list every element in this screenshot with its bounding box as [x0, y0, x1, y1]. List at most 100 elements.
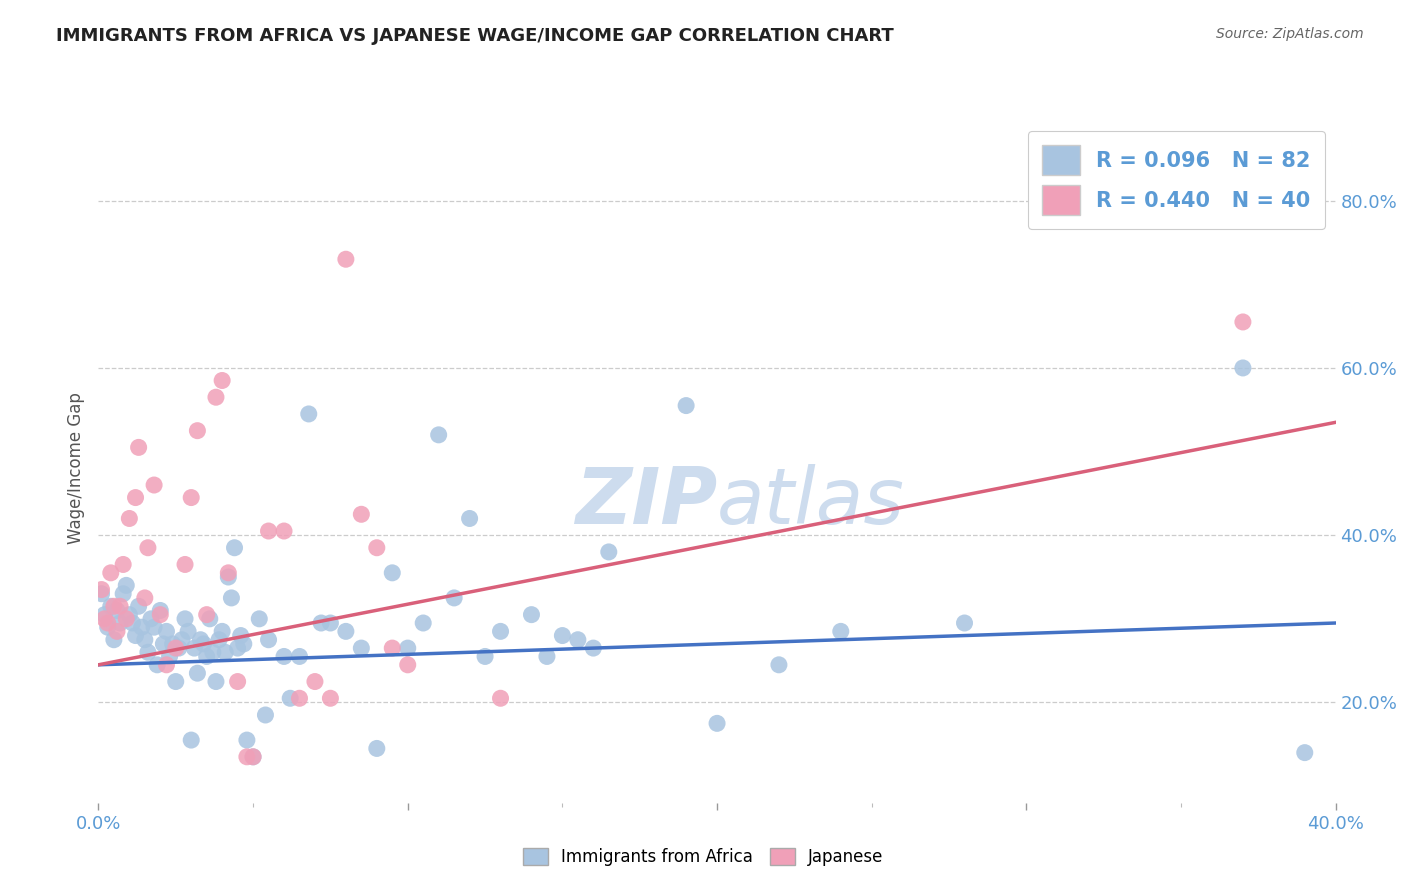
Point: [155, 657, 177, 672]
Point: [247, 612, 270, 626]
Point: [381, 566, 404, 580]
Legend: R = 0.096   N = 82, R = 0.440   N = 40: R = 0.096 N = 82, R = 0.440 N = 40: [1028, 131, 1326, 229]
Point: [675, 399, 697, 413]
Point: [214, 645, 236, 659]
Point: [242, 749, 264, 764]
Point: [474, 649, 496, 664]
Point: [598, 545, 620, 559]
Point: [131, 620, 153, 634]
Point: [149, 603, 172, 617]
Point: [183, 641, 205, 656]
Point: [143, 620, 166, 634]
Point: [149, 607, 172, 622]
Point: [224, 541, 246, 555]
Point: [706, 716, 728, 731]
Point: [242, 749, 264, 764]
Point: [100, 566, 122, 580]
Point: [121, 615, 143, 630]
Point: [115, 578, 138, 592]
Point: [229, 628, 252, 642]
Point: [167, 641, 190, 656]
Point: [217, 566, 239, 580]
Point: [304, 674, 326, 689]
Point: [108, 615, 131, 630]
Y-axis label: Wage/Income Gap: Wage/Income Gap: [67, 392, 86, 544]
Point: [226, 674, 249, 689]
Point: [139, 612, 162, 626]
Point: [273, 524, 295, 538]
Point: [208, 632, 231, 647]
Point: [288, 691, 311, 706]
Point: [412, 615, 434, 630]
Point: [159, 649, 181, 664]
Point: [298, 407, 321, 421]
Point: [551, 628, 574, 642]
Point: [105, 624, 128, 639]
Point: [520, 607, 543, 622]
Point: [257, 632, 280, 647]
Point: [273, 649, 295, 664]
Point: [257, 524, 280, 538]
Point: [155, 624, 177, 639]
Point: [232, 637, 254, 651]
Text: atlas: atlas: [717, 464, 905, 540]
Point: [93, 607, 115, 622]
Point: [217, 570, 239, 584]
Point: [211, 374, 233, 388]
Point: [443, 591, 465, 605]
Point: [124, 628, 146, 642]
Point: [115, 612, 138, 626]
Point: [103, 599, 125, 614]
Point: [177, 624, 200, 639]
Point: [366, 741, 388, 756]
Text: IMMIGRANTS FROM AFRICA VS JAPANESE WAGE/INCOME GAP CORRELATION CHART: IMMIGRANTS FROM AFRICA VS JAPANESE WAGE/…: [56, 27, 894, 45]
Point: [381, 641, 404, 656]
Point: [350, 508, 373, 522]
Point: [186, 666, 208, 681]
Point: [221, 591, 243, 605]
Point: [118, 511, 141, 525]
Point: [136, 541, 159, 555]
Point: [198, 612, 221, 626]
Point: [226, 641, 249, 656]
Point: [567, 632, 589, 647]
Text: Source: ZipAtlas.com: Source: ZipAtlas.com: [1216, 27, 1364, 41]
Point: [134, 632, 156, 647]
Point: [366, 541, 388, 555]
Point: [489, 624, 512, 639]
Point: [396, 641, 419, 656]
Point: [174, 558, 197, 572]
Point: [236, 733, 259, 747]
Point: [335, 624, 357, 639]
Point: [582, 641, 605, 656]
Point: [97, 615, 120, 630]
Point: [254, 708, 277, 723]
Point: [136, 645, 159, 659]
Point: [112, 558, 135, 572]
Point: [180, 491, 202, 505]
Point: [953, 615, 976, 630]
Point: [90, 582, 112, 597]
Point: [108, 599, 131, 614]
Point: [211, 624, 233, 639]
Point: [128, 599, 150, 614]
Point: [100, 599, 122, 614]
Point: [134, 591, 156, 605]
Text: ZIP: ZIP: [575, 464, 717, 540]
Point: [193, 637, 215, 651]
Point: [768, 657, 790, 672]
Point: [103, 632, 125, 647]
Point: [170, 632, 193, 647]
Point: [165, 674, 187, 689]
Point: [489, 691, 512, 706]
Point: [1232, 361, 1254, 376]
Point: [143, 478, 166, 492]
Point: [1294, 746, 1316, 760]
Point: [205, 674, 228, 689]
Point: [180, 733, 202, 747]
Point: [396, 657, 419, 672]
Point: [165, 641, 187, 656]
Point: [830, 624, 852, 639]
Point: [146, 657, 169, 672]
Point: [236, 749, 259, 764]
